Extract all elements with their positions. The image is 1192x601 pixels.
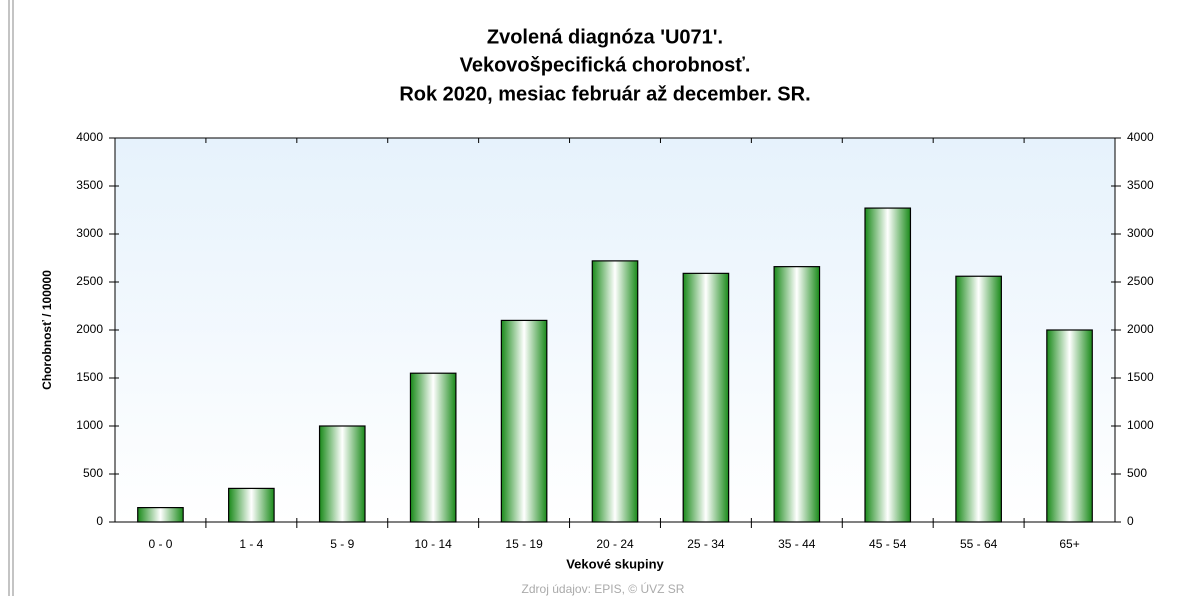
bar	[318, 425, 366, 523]
y2-tick-label: 3000	[1127, 226, 1154, 240]
y-tick-label: 1000	[76, 418, 103, 432]
plot-border	[114, 137, 1116, 523]
x-tick-label: 45 - 54	[869, 537, 907, 551]
x-tick-label: 65+	[1059, 537, 1079, 551]
y-tick-label: 3500	[76, 178, 103, 192]
x-axis-label: Vekové skupiny	[566, 556, 664, 571]
bar	[773, 266, 821, 523]
y2-tick-label: 2500	[1127, 274, 1154, 288]
y-tick-label: 4000	[76, 130, 103, 144]
y2-tick-label: 3500	[1127, 178, 1154, 192]
bar	[955, 275, 1002, 523]
x-tick-label: 35 - 44	[778, 537, 816, 551]
x-tick-label: 55 - 64	[960, 537, 998, 551]
bar	[864, 207, 912, 523]
y-tick-label: 2000	[76, 322, 103, 336]
bar	[137, 507, 184, 523]
x-tick-label: 0 - 0	[148, 537, 172, 551]
bar	[228, 487, 275, 523]
chart-title: Vekovošpecifická chorobnosť.	[460, 54, 751, 76]
x-tick-label: 20 - 24	[596, 537, 634, 551]
source: Zdroj údajov: EPIS, © ÚVZ SR	[522, 581, 685, 596]
bar	[409, 372, 457, 523]
bar	[591, 260, 639, 523]
y-tick-label: 3000	[76, 226, 103, 240]
y-tick-label: 0	[96, 514, 103, 528]
y-axis-label: Chorobnosť / 100000	[40, 270, 54, 390]
y2-tick-label: 4000	[1127, 130, 1154, 144]
chart-title: Zvolená diagnóza 'U071'.	[487, 26, 723, 48]
chart-title: Rok 2020, mesiac február až december. SR…	[399, 83, 810, 105]
y2-tick-label: 1000	[1127, 418, 1154, 432]
y2-tick-label: 0	[1127, 514, 1134, 528]
y-tick-label: 2500	[76, 274, 103, 288]
y2-tick-label: 2000	[1127, 322, 1154, 336]
y2-tick-label: 1500	[1127, 370, 1154, 384]
bar	[500, 319, 548, 523]
x-tick-label: 10 - 14	[415, 537, 453, 551]
x-tick-label: 5 - 9	[330, 537, 354, 551]
y2-tick-label: 500	[1127, 466, 1147, 480]
x-tick-label: 25 - 34	[687, 537, 725, 551]
y-tick-label: 1500	[76, 370, 103, 384]
x-tick-label: 15 - 19	[505, 537, 543, 551]
bar	[682, 272, 730, 523]
bar	[1046, 329, 1093, 523]
y-tick-label: 500	[83, 466, 103, 480]
x-tick-label: 1 - 4	[239, 537, 263, 551]
